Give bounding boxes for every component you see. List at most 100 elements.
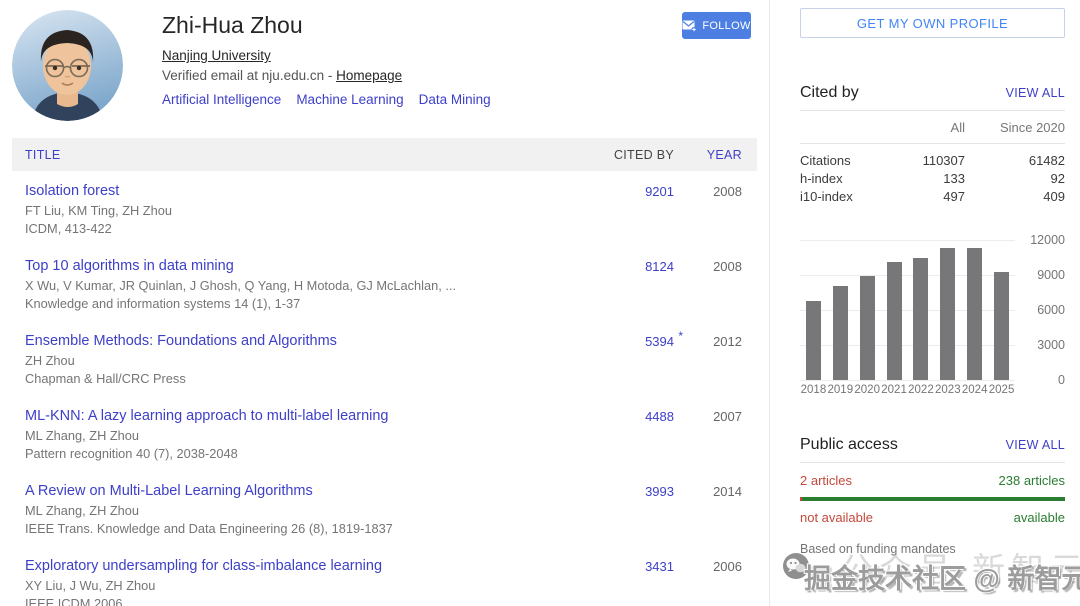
table-row: Isolation forest FT Liu, KM Ting, ZH Zho… — [12, 171, 757, 246]
sort-by-title-header[interactable]: TITLE — [25, 147, 61, 162]
chart-bar-2022[interactable] — [913, 257, 929, 380]
publication-venue: IEEE Trans. Knowledge and Data Engineeri… — [25, 520, 393, 536]
table-row: Ensemble Methods: Foundations and Algori… — [12, 321, 757, 396]
y-tick-label: 3000 — [1037, 338, 1065, 352]
publication-title-link[interactable]: Exploratory undersampling for class-imba… — [25, 558, 383, 574]
chart-bar-2021[interactable] — [886, 262, 902, 380]
publication-venue: ICDM, 413-422 — [25, 220, 112, 236]
chart-column — [827, 240, 854, 380]
x-tick-label: 2025 — [988, 384, 1015, 396]
available-label: available — [1013, 510, 1065, 525]
cited-by-count-link[interactable]: 4488 — [645, 409, 674, 424]
public-access-view-all-link[interactable]: VIEW ALL — [1005, 438, 1065, 452]
interest-link[interactable]: Data Mining — [418, 92, 491, 107]
public-access-header: Public access VIEW ALL — [800, 436, 1065, 463]
table-row: Exploratory undersampling for class-imba… — [12, 546, 757, 606]
public-access-counts: 2 articles 238 articles — [800, 463, 1065, 488]
citations-per-year-chart: 12000 9000 6000 3000 0 — [800, 233, 1065, 387]
available-bar-segment — [802, 497, 1065, 501]
stat-value-since[interactable]: 409 — [1043, 189, 1065, 204]
publication-venue: Pattern recognition 40 (7), 2038-2048 — [25, 445, 238, 461]
publication-rows: Isolation forest FT Liu, KM Ting, ZH Zho… — [12, 171, 757, 606]
funding-mandates-note: Based on funding mandates — [800, 542, 956, 556]
publication-authors: FT Liu, KM Ting, ZH Zhou — [25, 203, 172, 218]
follow-button[interactable]: FOLLOW — [682, 12, 751, 39]
x-tick-label: 2022 — [908, 384, 934, 396]
cited-by-count-link[interactable]: 9201 — [645, 184, 674, 199]
stat-value-since[interactable]: 92 — [1050, 171, 1065, 186]
homepage-link[interactable]: Homepage — [336, 68, 403, 83]
stat-value-all[interactable]: 497 — [943, 189, 965, 204]
publication-info: A Review on Multi-Label Learning Algorit… — [25, 482, 584, 536]
envelope-plus-icon — [682, 20, 697, 32]
x-tick-label: 2018 — [800, 384, 827, 396]
available-count: 238 articles — [998, 473, 1065, 488]
y-tick-label: 0 — [1058, 373, 1065, 387]
not-available-bar-segment — [800, 497, 803, 501]
cited-by-count-link[interactable]: 5394 * — [645, 329, 683, 349]
table-row: ML-KNN: A lazy learning approach to mult… — [12, 396, 757, 471]
chart-column — [881, 240, 908, 380]
chart-plot-area — [800, 240, 1015, 381]
publication-year: 2007 — [713, 409, 742, 424]
publication-title-link[interactable]: A Review on Multi-Label Learning Algorit… — [25, 483, 313, 499]
publication-authors: ZH Zhou — [25, 353, 75, 368]
interest-labels: Artificial Intelligence Machine Learning D… — [162, 92, 769, 107]
chart-bar-2018[interactable] — [805, 300, 821, 380]
stat-value-all[interactable]: 110307 — [922, 153, 965, 168]
publication-title-link[interactable]: Ensemble Methods: Foundations and Algori… — [25, 333, 337, 349]
publication-title-link[interactable]: Top 10 algorithms in data mining — [25, 258, 234, 274]
col-since-label: Since 2020 — [999, 120, 1065, 135]
stat-row: h-index 133 92 — [800, 170, 1065, 188]
publication-title-link[interactable]: ML-KNN: A lazy learning approach to mult… — [25, 408, 389, 424]
publications-table: TITLE CITED BY YEAR Isolation forest FT … — [12, 138, 757, 606]
chart-bar-2019[interactable] — [832, 285, 848, 380]
table-row: Top 10 algorithms in data mining X Wu, V… — [12, 246, 757, 321]
chart-bar-2025[interactable] — [994, 271, 1010, 380]
sort-by-cited-header[interactable]: CITED BY — [613, 147, 674, 162]
publication-year: 2014 — [713, 484, 742, 499]
gridline — [800, 380, 1015, 381]
chart-bar-2020[interactable] — [859, 276, 875, 380]
chart-x-axis: 2018 2019 2020 2021 2022 2023 2024 2025 — [800, 384, 1015, 396]
not-available-label: not available — [800, 510, 873, 525]
publication-title-link[interactable]: Isolation forest — [25, 183, 120, 199]
chart-bars — [800, 240, 1015, 380]
chart-bar-2024[interactable] — [967, 248, 983, 380]
stat-value-since[interactable]: 61482 — [1028, 153, 1065, 168]
main-column: Zhi-Hua Zhou Nanjing University Verified… — [12, 0, 770, 606]
not-available-count: 2 articles — [800, 473, 853, 488]
interest-link[interactable]: Machine Learning — [296, 92, 404, 107]
cited-by-count-link[interactable]: 8124 — [645, 259, 674, 274]
stat-value-all[interactable]: 133 — [943, 171, 965, 186]
cited-by-view-all-link[interactable]: VIEW ALL — [1005, 86, 1065, 100]
gridline — [800, 240, 1015, 241]
get-my-own-profile-button[interactable]: GET MY OWN PROFILE — [800, 8, 1065, 38]
stat-label: i10-index — [800, 189, 853, 204]
publication-info: Top 10 algorithms in data mining X Wu, V… — [25, 257, 584, 311]
verified-email-text: Verified email at nju.edu.cn - — [162, 68, 337, 83]
stat-label: h-index — [800, 171, 843, 186]
publication-year: 2012 — [713, 334, 742, 349]
publication-authors: X Wu, V Kumar, JR Quinlan, J Ghosh, Q Ya… — [25, 278, 457, 293]
publication-year: 2008 — [713, 259, 742, 274]
publication-authors: XY Liu, J Wu, ZH Zhou — [25, 578, 156, 593]
affiliation-link[interactable]: Nanjing University — [162, 48, 271, 63]
chart-y-axis: 12000 9000 6000 3000 0 — [1019, 233, 1065, 387]
cited-by-header: Cited by VIEW ALL — [800, 84, 1065, 111]
gridline — [800, 345, 1015, 346]
x-tick-label: 2024 — [961, 384, 988, 396]
cited-by-count-link[interactable]: 3431 — [645, 559, 674, 574]
cited-by-count-link[interactable]: 3993 — [645, 484, 674, 499]
merged-citations-asterisk: * — [678, 329, 683, 343]
sort-by-year-header[interactable]: YEAR — [706, 147, 742, 162]
chart-column — [854, 240, 881, 380]
chart-bar-2023[interactable] — [940, 248, 956, 380]
avatar — [12, 10, 123, 121]
interest-link[interactable]: Artificial Intelligence — [162, 92, 282, 107]
col-all-label: All — [950, 120, 965, 135]
y-tick-label: 12000 — [1030, 233, 1065, 247]
profile-info: Zhi-Hua Zhou Nanjing University Verified… — [162, 10, 769, 107]
x-tick-label: 2019 — [827, 384, 854, 396]
